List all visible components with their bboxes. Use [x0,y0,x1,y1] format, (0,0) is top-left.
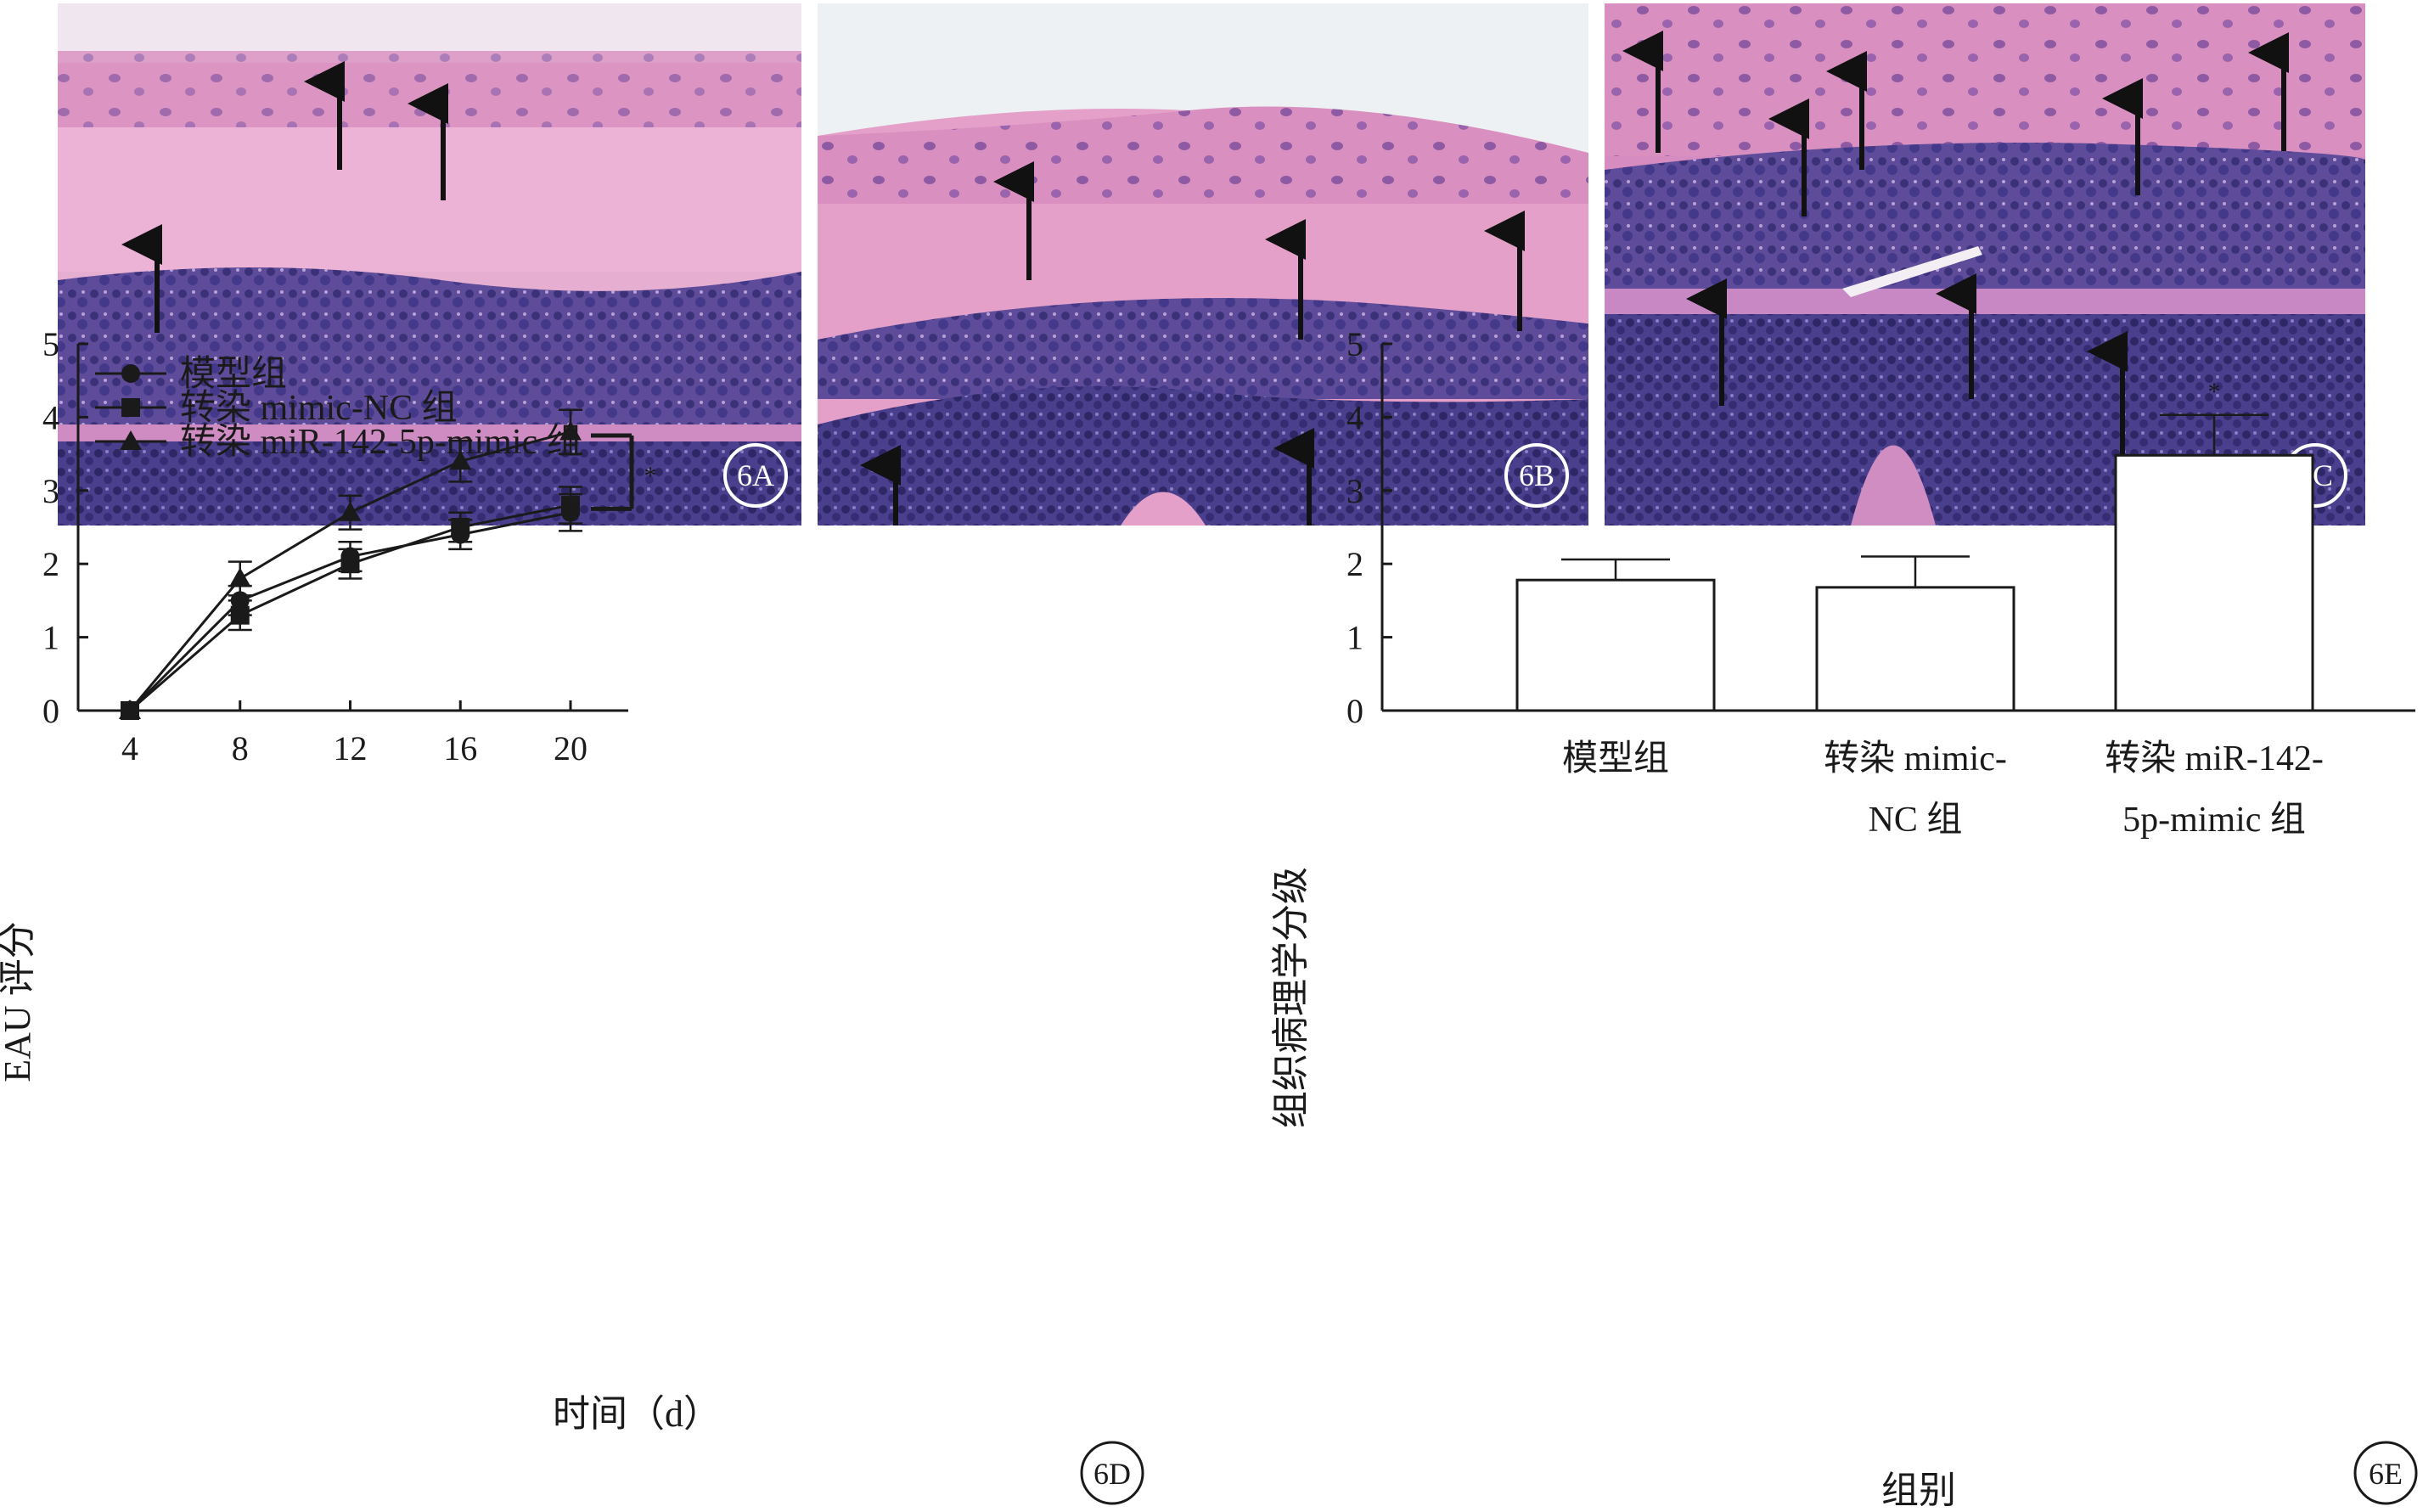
legend-label-6d: 转染 mimic-NC 组 [180,389,458,428]
x-axis-title-6e: 组别 [1881,1470,1956,1511]
x-tick-label-6d: 16 [443,729,477,767]
y-tick-label-6d: 5 [42,325,59,363]
x-tick-label-6d: 4 [121,729,138,767]
significance-star-6d: * [644,462,657,490]
micrograph-6a [58,3,801,526]
x-tick-label-6d: 8 [232,729,249,767]
y-tick-label-6e: 1 [1346,619,1363,657]
x-tick-label-6e: NC 组 [1869,801,1963,840]
data-point-6d [230,605,250,625]
x-tick-label-6d: 20 [554,729,587,767]
panel-badge-6d: 6D [1080,1441,1144,1505]
significance-star-6e: * [2208,378,2221,406]
panel-label-6d: 6D [1093,1457,1131,1491]
x-tick-label-6d: 12 [334,729,368,767]
series-triangle-6d [119,408,582,719]
x-tick-label-6e: 模型组 [1562,739,1669,778]
y-tick-label-6e: 4 [1346,398,1363,436]
y-axis-title-6e: 组织病理学分级 [1270,867,1312,1128]
arrow-markers-6a [121,61,448,333]
y-tick-label-6e: 5 [1346,325,1363,363]
series-circle-6d [121,492,582,720]
y-tick-label-6d: 0 [42,692,59,730]
data-point-6d [449,450,472,470]
y-tick-label-6d: 2 [42,545,59,583]
panel-badge-6e: 6E [2353,1441,2418,1505]
x-tick-label-6e: 转染 mimic- [1824,739,2007,778]
y-tick-label-6e: 3 [1346,472,1363,510]
panel-badge-6b: 6B [1504,443,1569,508]
arrow-markers-6c [1622,31,2289,457]
arrow-markers-6b [860,161,1525,526]
panel-badge-6a: 6A [723,443,788,508]
series-square-6d [121,486,582,720]
data-point-6d [228,567,251,587]
data-point-6d [451,518,470,537]
data-point-6d [559,420,582,441]
legend-label-6d: 转染 miR-142-5p-mimic 组 [180,423,582,462]
panel-label-6e: 6E [2369,1457,2403,1491]
data-point-6d [340,554,360,574]
x-tick-label-6e: 5p-mimic 组 [2122,801,2306,840]
data-point-6d [561,496,580,515]
x-axis-title-6d: 时间（d） [553,1393,721,1435]
bar-chart-6e: 组织病理学分级 组别 6E 0 1 2 3 4 5 模型组 转染 mimic- NC 组 转染 m… [1270,325,2418,1511]
data-point-6d [119,700,141,719]
data-point-6d [339,501,362,521]
y-tick-label-6d: 1 [42,619,59,657]
legend-marker-6d [121,364,140,383]
panel-label-6a: 6A [737,458,774,492]
y-tick-label-6e: 2 [1346,545,1363,583]
micrograph-6c [1605,3,2365,526]
legend-marker-6d [121,398,140,417]
legend-marker-6d [120,430,142,450]
y-axis-title-6d: EAU 评分 [0,921,38,1082]
bar-6e [2114,453,2314,712]
panel-label-6b: 6B [1519,458,1554,492]
bar-6e [1515,578,1716,712]
y-tick-label-6e: 0 [1346,692,1363,730]
bar-6e [1815,586,2015,712]
y-tick-label-6d: 4 [42,398,59,436]
micrograph-6b [818,3,1588,526]
y-tick-label-6d: 3 [42,472,59,510]
legend-label-6d: 模型组 [180,355,287,394]
x-tick-label-6e: 转染 miR-142- [2105,739,2324,778]
series-line-6d [129,503,571,712]
